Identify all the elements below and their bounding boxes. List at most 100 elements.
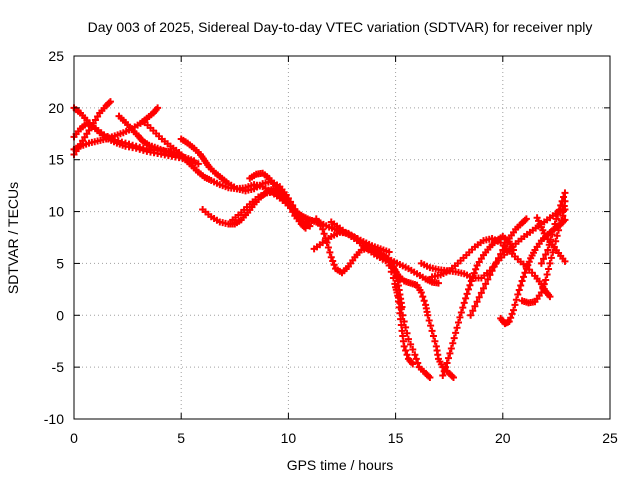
data-point-marker	[473, 298, 481, 306]
data-point-marker	[482, 280, 490, 288]
y-tick-label: 15	[48, 152, 64, 168]
plot-frame	[73, 55, 611, 420]
data-point-marker	[517, 282, 525, 290]
data-point-marker	[100, 131, 108, 139]
data-point-marker	[324, 244, 332, 252]
data-point-marker	[403, 329, 411, 337]
data-point-marker	[397, 305, 405, 313]
sat-track-16	[392, 283, 434, 382]
data-point-marker	[560, 193, 568, 201]
data-point-marker	[414, 359, 422, 367]
y-tick-label: 10	[48, 204, 64, 220]
data-point-marker	[419, 293, 427, 301]
data-point-marker	[514, 291, 522, 299]
data-point-marker	[467, 277, 475, 285]
data-point-marker	[402, 323, 410, 331]
data-point-marker	[166, 148, 174, 156]
data-point-marker	[542, 250, 550, 258]
data-point-marker	[520, 273, 528, 281]
data-point-marker	[107, 134, 115, 142]
data-point-marker	[424, 311, 432, 319]
sat-track-8	[199, 185, 314, 230]
data-point-marker	[139, 144, 147, 152]
data-point-marker	[428, 327, 436, 335]
data-point-marker	[396, 299, 404, 307]
sat-track-19	[439, 232, 518, 379]
data-point-marker	[495, 254, 503, 262]
data-point-marker	[510, 306, 518, 314]
ticks-layer: 0 5 10 15 20 25 -10 -5 0 5 10 15 20 25	[44, 48, 618, 446]
sat-track-23	[537, 189, 569, 267]
data-point-marker	[524, 261, 532, 269]
data-point-marker	[522, 215, 530, 223]
data-point-marker	[460, 299, 468, 307]
sat-track-10	[246, 169, 310, 232]
y-tick-label: 5	[56, 255, 64, 271]
data-point-marker	[329, 257, 337, 265]
y-tick-label: 25	[48, 48, 64, 64]
data-point-marker	[319, 225, 327, 233]
data-point-marker	[409, 360, 417, 368]
data-point-marker	[136, 143, 144, 151]
data-point-marker	[555, 206, 563, 214]
data-point-marker	[440, 367, 448, 375]
chart-title: Day 003 of 2025, Sidereal Day-to-day VTE…	[88, 19, 593, 35]
data-point-marker	[407, 340, 415, 348]
data-point-marker	[480, 284, 488, 292]
sat-track-24	[533, 214, 569, 265]
data-point-marker	[544, 246, 552, 254]
data-point-marker	[320, 230, 328, 238]
x-tick-label: 15	[388, 430, 404, 446]
data-point-marker	[403, 351, 411, 359]
data-point-marker	[558, 197, 566, 205]
data-point-marker	[400, 318, 408, 326]
y-tick-label: -5	[52, 359, 65, 375]
data-point-marker	[546, 293, 554, 301]
data-point-marker	[385, 262, 393, 270]
sat-track-6	[141, 118, 303, 222]
data-point-marker	[411, 351, 419, 359]
data-point-marker	[512, 296, 520, 304]
data-point-marker	[327, 253, 335, 261]
data-point-marker	[550, 225, 558, 233]
data-point-marker	[449, 374, 457, 382]
data-point-marker	[394, 294, 402, 302]
data-point-marker	[469, 273, 477, 281]
y-axis-label: SDTVAR / TECUs	[5, 182, 21, 294]
data-point-marker	[484, 275, 492, 283]
data-point-marker	[429, 332, 437, 340]
data-point-marker	[121, 139, 129, 147]
data-point-marker	[194, 160, 202, 168]
x-axis-label: GPS time / hours	[287, 457, 394, 473]
x-tick-label: 25	[602, 430, 618, 446]
data-point-marker	[515, 286, 523, 294]
data-point-marker	[118, 138, 126, 146]
data-point-marker	[287, 204, 295, 212]
data-point-marker	[393, 288, 401, 296]
data-point-marker	[453, 324, 461, 332]
data-point-marker	[450, 334, 458, 342]
data-point-marker	[548, 230, 556, 238]
data-point-marker	[284, 200, 292, 208]
data-point-marker	[556, 221, 564, 229]
data-point-marker	[540, 280, 548, 288]
data-point-marker	[434, 279, 442, 287]
data-point-marker	[467, 311, 475, 319]
data-point-marker	[508, 310, 516, 318]
grid-layer	[74, 56, 610, 419]
data-point-marker	[302, 224, 310, 232]
x-tick-label: 0	[70, 430, 78, 446]
data-point-marker	[540, 255, 548, 263]
data-point-marker	[129, 141, 137, 149]
data-point-marker	[412, 355, 420, 363]
data-point-marker	[326, 248, 334, 256]
data-point-marker	[475, 293, 483, 301]
data-point-marker	[490, 263, 498, 271]
data-point-marker	[554, 210, 562, 218]
data-point-marker	[555, 226, 563, 234]
data-point-marker	[439, 371, 447, 379]
data-point-marker	[510, 246, 518, 254]
data-point-marker	[547, 254, 555, 262]
data-point-marker	[409, 346, 417, 354]
